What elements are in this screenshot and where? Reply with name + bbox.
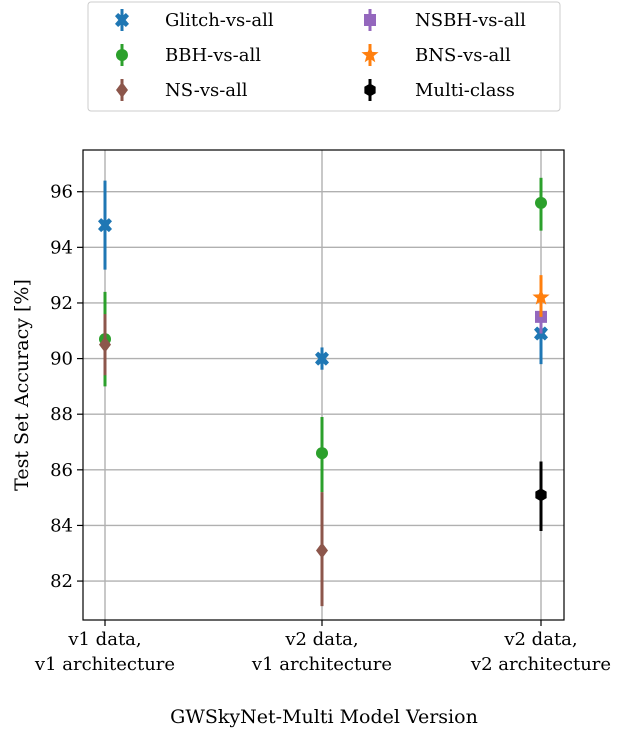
legend-bns-vs-all-marker	[361, 46, 379, 63]
bbh-vs-all-point	[535, 196, 547, 209]
y-tick-label: 94	[50, 237, 73, 258]
legend-bbh-vs-all-marker	[116, 49, 128, 61]
x-tick-label: v1 architecture	[251, 654, 392, 675]
y-tick-label: 86	[50, 460, 73, 481]
plot-area	[98, 177, 550, 607]
legend-glitch-vs-all-marker	[115, 13, 129, 27]
y-tick-label: 96	[50, 182, 73, 203]
legend-nsbh-vs-all-label: NSBH-vs-all	[415, 10, 526, 31]
x-axis-label: GWSkyNet-Multi Model Version	[170, 706, 478, 728]
legend-frame	[87, 1, 561, 112]
x-tick-label: v1 architecture	[34, 654, 175, 675]
x-tick-label: v2 data,	[503, 629, 577, 650]
glitch-vs-all-point	[315, 351, 329, 366]
ns-vs-all-point	[99, 336, 111, 353]
x-tick-label: v1 data,	[67, 629, 141, 650]
legend-glitch-vs-all-label: Glitch-vs-all	[165, 10, 274, 31]
y-axis-label: Test Set Accuracy [%]	[11, 279, 33, 491]
x-tick-label: v2 architecture	[470, 654, 611, 675]
legend-multi-class-label: Multi-class	[415, 80, 515, 101]
legend-nsbh-vs-all-marker	[364, 14, 376, 26]
x-tick-label: v2 data,	[284, 629, 358, 650]
legend-multi-class-marker	[364, 83, 376, 97]
legend-bns-vs-all-label: BNS-vs-all	[415, 45, 511, 66]
y-tick-label: 82	[50, 571, 73, 592]
legend-ns-vs-all-label: NS-vs-all	[165, 80, 248, 101]
legend-ns-vs-all-marker	[116, 82, 128, 98]
bbh-vs-all-point	[316, 447, 328, 460]
axis-ticks: 82 84 86 88 90 92 94 96 v1 data, v1 architecture v…	[34, 182, 611, 675]
y-tick-label: 90	[50, 349, 73, 370]
glitch-vs-all-point	[98, 218, 112, 233]
legend: Glitch-vs-all BBH-vs-all NS-vs-all NSBH-vs-…	[87, 1, 561, 112]
y-tick-label: 92	[50, 293, 73, 314]
y-tick-label: 88	[50, 404, 73, 425]
bns-vs-all-point	[532, 288, 550, 305]
multi-class-point	[535, 488, 547, 502]
plot-frame	[82, 149, 565, 621]
legend-bbh-vs-all-label: BBH-vs-all	[165, 45, 261, 66]
ns-vs-all-point	[316, 542, 328, 559]
y-tick-label: 84	[50, 515, 73, 536]
